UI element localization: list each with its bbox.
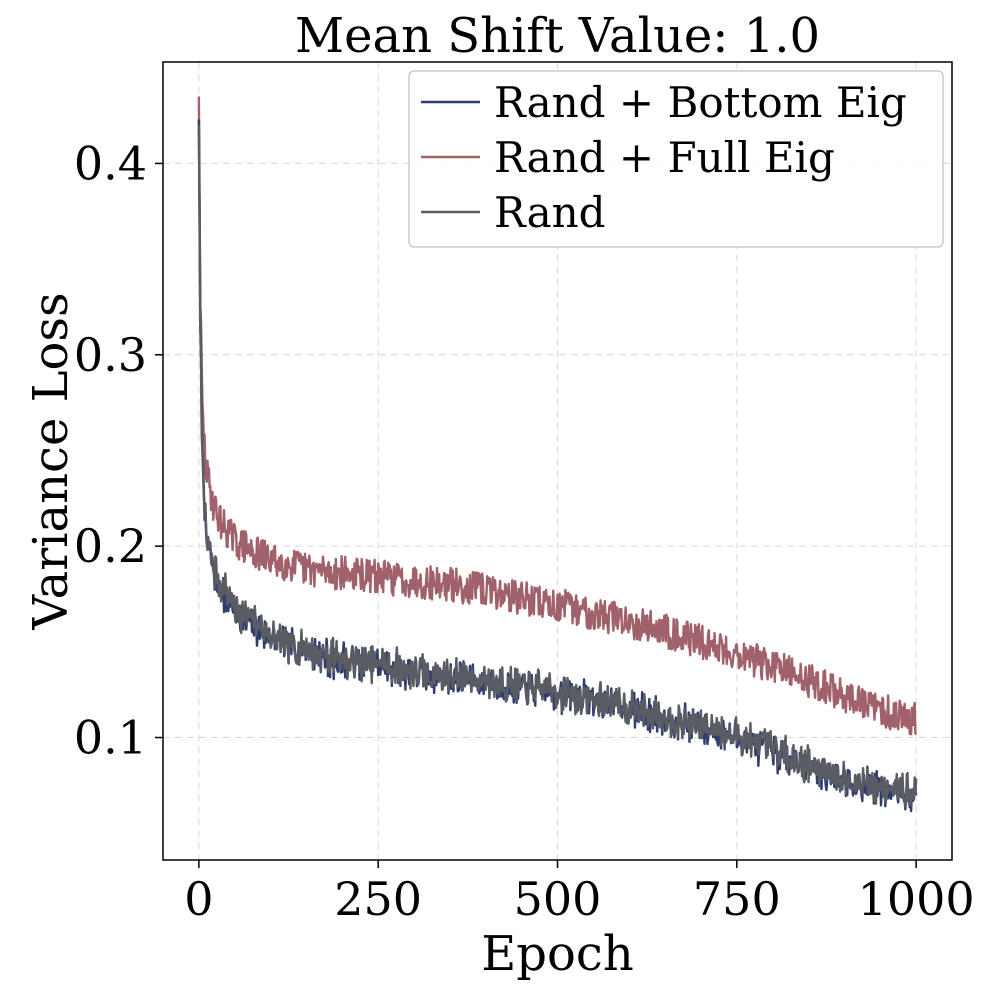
x-tick-label: 1000 (858, 872, 975, 926)
x-tick-label: 750 (693, 872, 781, 926)
series-line-rand (197, 125, 918, 808)
y-axis: 0.1 0.2 0.3 0.4 (74, 136, 163, 765)
series-group (197, 96, 918, 813)
y-tick-label: 0.2 (74, 519, 147, 573)
legend-label-rand-bottom-eig: Rand + Bottom Eig (494, 78, 907, 127)
y-tick-label: 0.1 (74, 711, 147, 765)
x-tick-label: 250 (334, 872, 422, 926)
legend: Rand + Bottom Eig Rand + Full Eig Rand (408, 70, 944, 248)
y-tick-label: 0.4 (74, 136, 147, 190)
x-axis: 0 250 500 750 1000 (184, 860, 975, 926)
y-axis-label: Variance Loss (23, 292, 79, 630)
x-tick-label: 500 (514, 872, 602, 926)
series-line-rand-full-eig (197, 96, 918, 736)
y-tick-label: 0.3 (74, 328, 147, 382)
legend-box (408, 70, 944, 248)
legend-label-rand-full-eig: Rand + Full Eig (494, 133, 835, 182)
chart-title: Mean Shift Value: 1.0 (295, 8, 820, 64)
legend-label-rand: Rand (494, 188, 606, 237)
x-axis-label: Epoch (481, 926, 633, 982)
x-tick-label: 0 (184, 872, 213, 926)
